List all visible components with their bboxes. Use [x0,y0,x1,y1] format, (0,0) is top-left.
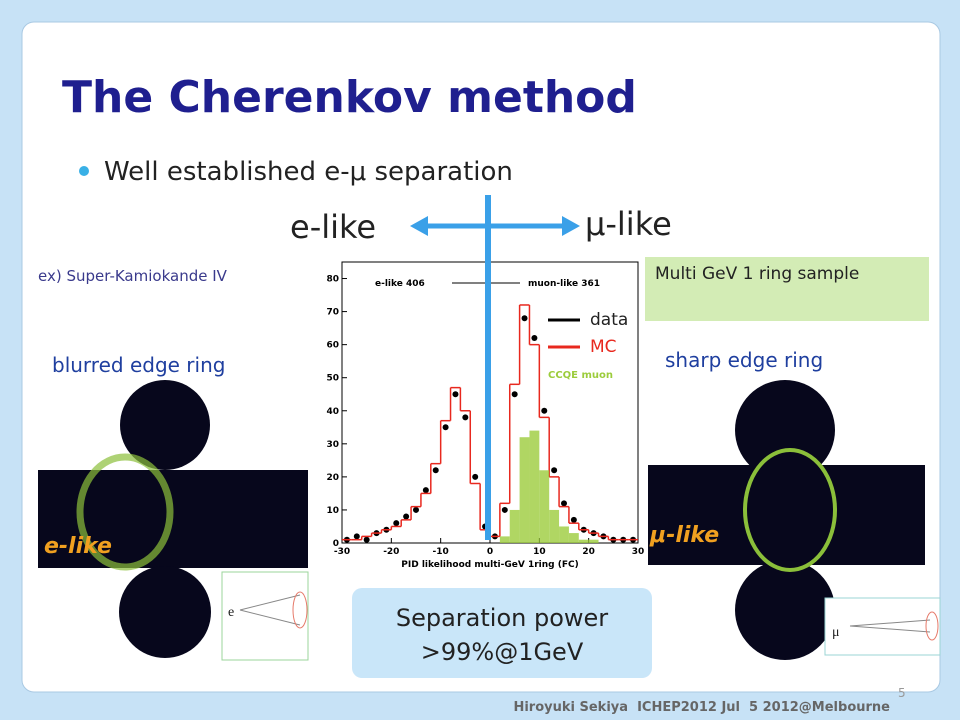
left-event-label: e-like [44,534,112,559]
ccqe-bar [509,509,520,543]
x-tick-label: 0 [487,547,493,557]
result-box [352,588,652,678]
ccqe-bar [519,437,530,543]
ccqe-bar [559,526,569,543]
data-point [432,467,439,474]
annotation: e-like 406 [375,279,425,289]
x-tick-label: -10 [433,547,449,557]
data-point [393,520,400,527]
bullet: Well established e-μ separation [104,157,513,187]
legend-label: MC [590,337,617,357]
data-point [570,516,577,523]
data-point [521,315,528,322]
data-point [422,487,429,494]
right-event-label: μ-like [649,523,719,548]
y-tick-label: 40 [326,407,339,417]
left-event-display [38,380,309,661]
title: The Cherenkov method [62,72,637,123]
right-event-display [648,380,941,660]
data-point [363,536,370,543]
arrow-head-right [562,216,580,236]
x-axis-label: PID likelihood multi-GeV 1ring (FC) [401,560,578,570]
data-point [452,391,459,398]
y-tick-label: 20 [326,473,339,483]
x-tick-label: -30 [334,547,350,557]
footer: Hiroyuki Sekiya ICHEP2012 Jul 5 2012@Mel… [513,700,890,715]
x-tick-label: 10 [533,547,546,557]
sample-box [645,257,929,321]
y-tick-label: 50 [326,374,339,384]
y-tick-label: 80 [326,275,339,285]
right-caption: sharp edge ring [665,348,823,372]
data-point [403,513,410,520]
legend-label: data [590,310,628,330]
data-point [531,335,538,342]
data-point [462,414,469,421]
data-point [541,407,548,414]
data-point [511,391,518,398]
data-point [442,424,449,431]
left-diagram-label: e [228,605,234,620]
histogram-frame [320,252,645,570]
arrow-head-left [410,216,428,236]
ccqe-bar [568,533,579,543]
left-caption: blurred edge ring [52,353,225,377]
mu-like-label: μ-like [585,205,672,243]
x-tick-label: -20 [383,547,399,557]
right-diagram-label: μ [832,625,840,640]
y-tick-label: 0 [333,539,339,549]
data-point [551,467,558,474]
data-point [501,506,508,513]
e-like-label: e-like [290,208,376,246]
y-tick-label: 30 [326,440,339,450]
data-point [353,533,360,540]
x-tick-label: 30 [632,547,645,557]
example-label: ex) Super-Kamiokande IV [38,267,228,285]
ccqe-bar [578,539,589,543]
page-number: 5 [898,686,906,700]
result-line: >99%@1GeV [421,638,584,666]
result-line: Separation power [396,604,608,632]
bullet-dot [79,166,89,176]
histogram: 0 10 20 30 40 50 60 70 80 -30 -20 -10 0 10 20 30 PID lik… [326,261,645,570]
ccqe-bar [549,509,560,543]
ccqe-bar [588,539,599,543]
data-point [413,506,419,513]
legend-label: CCQE muon [548,370,613,381]
ccqe-bar [529,430,540,543]
annotation: muon-like 361 [528,279,600,289]
ccqe-bar [499,536,510,543]
data-point [561,500,567,507]
data-point [472,473,479,480]
ccqe-bar [539,470,550,543]
x-tick-label: 20 [582,547,595,557]
y-tick-label: 60 [326,341,339,351]
y-tick-label: 10 [326,506,339,516]
sample-text: Multi GeV 1 ring sample [655,264,860,284]
y-tick-label: 70 [326,308,339,318]
